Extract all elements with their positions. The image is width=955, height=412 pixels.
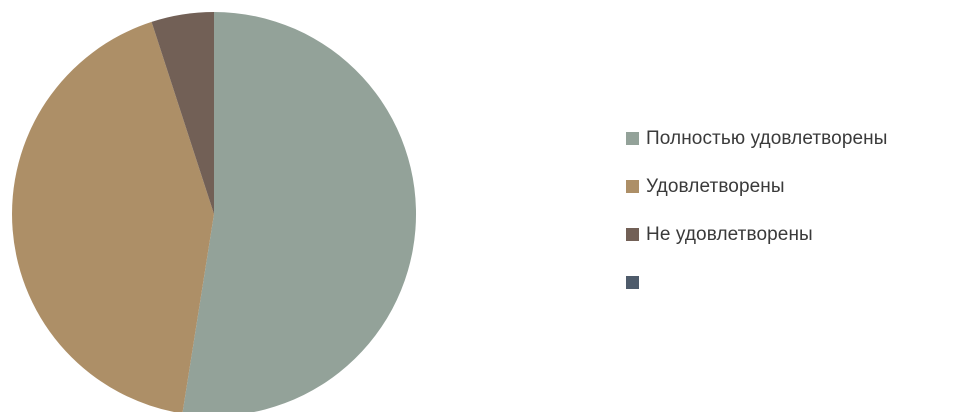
- chart-legend: Полностью удовлетворены Удовлетворены Не…: [626, 128, 946, 320]
- legend-swatch: [626, 228, 639, 241]
- legend-swatch: [626, 276, 639, 289]
- legend-swatch: [626, 132, 639, 145]
- legend-label: Не удовлетворены: [646, 224, 813, 245]
- pie-slices: [12, 12, 417, 412]
- pie-slice: [12, 21, 214, 412]
- pie-slice: [182, 12, 417, 412]
- pie-slice: [151, 12, 214, 214]
- legend-swatch: [626, 180, 639, 193]
- legend-label: Полностью удовлетворены: [646, 128, 888, 149]
- legend-item: Не удовлетворены: [626, 224, 946, 272]
- legend-item: Полностью удовлетворены: [626, 128, 946, 176]
- legend-label: Удовлетворены: [646, 176, 785, 197]
- legend-item: Удовлетворены: [626, 176, 946, 224]
- legend-item: [626, 272, 946, 320]
